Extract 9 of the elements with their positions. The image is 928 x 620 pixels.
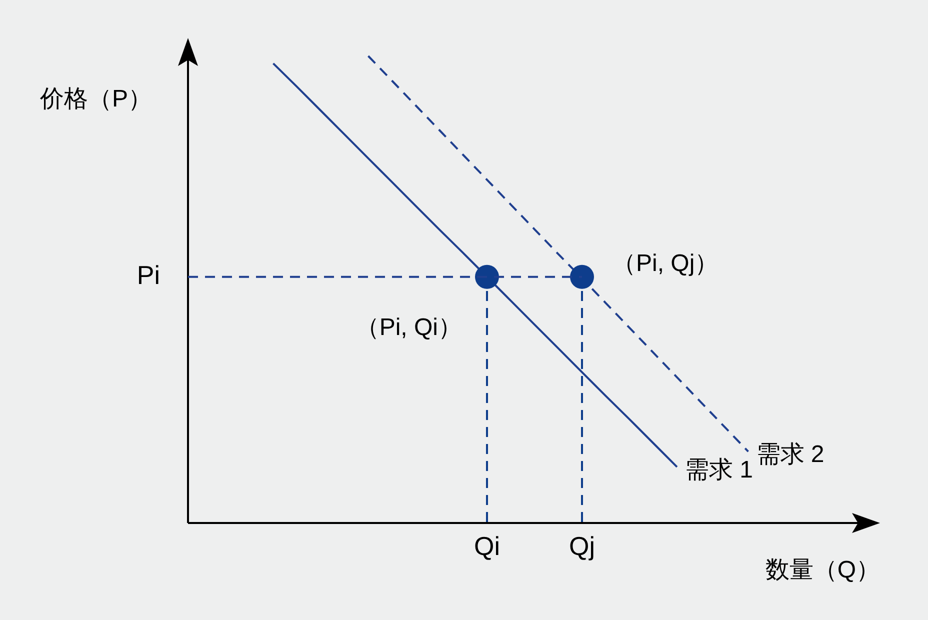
annotation: （Pi, Qi）	[355, 314, 462, 342]
ref-line-label: Pi	[136, 260, 160, 290]
annotation: （Pi, Qj）	[612, 250, 719, 278]
x-tick-label: Qi	[474, 531, 500, 561]
y-axis-title: 价格（P）	[39, 85, 152, 112]
x-axis-title: 数量（Q）	[765, 556, 880, 584]
series-label: 需求 1	[685, 456, 754, 484]
series-label: 需求 2	[756, 440, 824, 468]
x-tick-label: Qj	[569, 531, 595, 561]
